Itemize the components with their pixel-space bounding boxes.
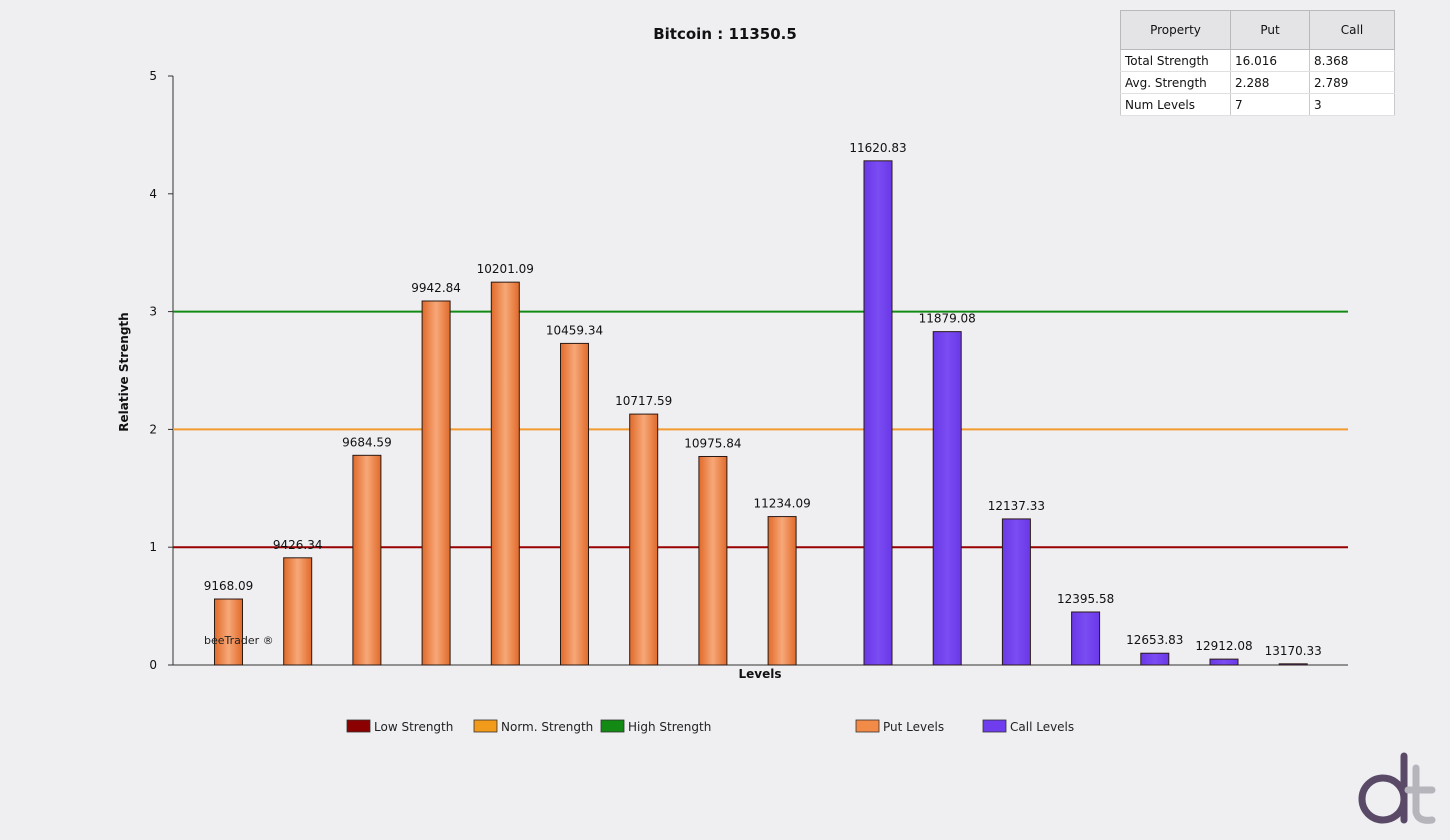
watermark: beeTrader ® — [204, 634, 274, 647]
chart-title: Bitcoin : 11350.5 — [653, 25, 797, 43]
stats-cell: 8.368 — [1309, 49, 1395, 72]
y-tick-label: 2 — [149, 422, 157, 436]
y-tick-label: 1 — [149, 540, 157, 554]
call-bar-label: 12137.33 — [988, 499, 1045, 513]
stats-cell: 2.789 — [1309, 71, 1395, 94]
call-bar — [1071, 611, 1101, 666]
call-bar-label: 12912.08 — [1195, 639, 1252, 653]
y-tick-label: 5 — [149, 69, 157, 83]
put-bar-label: 10459.34 — [546, 323, 603, 337]
call-bar-label: 11879.08 — [919, 312, 976, 326]
legend-swatch — [855, 719, 880, 733]
call-bar — [1209, 658, 1239, 666]
stats-cell: Num Levels — [1120, 93, 1231, 116]
stats-table: Property Put Call Total Strength 16.016 … — [1120, 10, 1395, 116]
y-axis-title: Relative Strength — [117, 312, 131, 431]
call-bar — [1140, 652, 1170, 666]
legend-swatch — [346, 719, 371, 733]
stats-cell: Total Strength — [1120, 49, 1231, 72]
legend: Low Strength Norm. Strength High Strength P… — [346, 719, 1074, 734]
legend-label: Low Strength — [374, 720, 453, 734]
y-tick-label: 4 — [149, 187, 157, 201]
call-bar — [863, 160, 893, 666]
legend-label: High Strength — [628, 720, 711, 734]
put-bar-label: 9426.34 — [273, 538, 323, 552]
call-bar-label: 12653.83 — [1126, 633, 1183, 647]
legend-label: Call Levels — [1010, 720, 1074, 734]
put-bar — [560, 342, 589, 666]
call-bar — [1001, 518, 1031, 666]
legend-swatch — [473, 719, 498, 733]
put-bar — [767, 516, 797, 666]
dt-logo — [1358, 752, 1436, 824]
call-bar — [932, 331, 962, 666]
put-bar-label: 10201.09 — [477, 262, 534, 276]
stats-cell: 2.288 — [1230, 71, 1310, 94]
put-bar — [352, 454, 382, 666]
stats-header-row: Property Put Call — [1120, 10, 1395, 50]
stats-cell: 16.016 — [1230, 49, 1310, 72]
put-bar-label: 9168.09 — [204, 579, 254, 593]
stats-header-call: Call — [1309, 10, 1395, 50]
put-bar — [490, 281, 520, 666]
put-bar — [629, 413, 659, 666]
put-bar-label: 11234.09 — [753, 497, 810, 511]
stats-header-put: Put — [1230, 10, 1310, 50]
legend-swatch — [600, 719, 625, 733]
call-bar-label: 12395.58 — [1057, 592, 1114, 606]
legend-label: Put Levels — [883, 720, 944, 734]
y-tick-label: 3 — [149, 305, 157, 319]
stats-row-avg: Avg. Strength 2.288 2.789 — [1120, 71, 1395, 94]
put-bar-label: 10975.84 — [684, 436, 741, 450]
stats-cell: Avg. Strength — [1120, 71, 1231, 94]
stats-row-total: Total Strength 16.016 8.368 — [1120, 49, 1395, 72]
put-bar-label: 10717.59 — [615, 394, 672, 408]
x-axis-title: Levels — [738, 667, 781, 681]
stats-row-num: Num Levels 7 3 — [1120, 93, 1395, 116]
stats-cell: 3 — [1309, 93, 1395, 116]
stats-header-property: Property — [1120, 10, 1231, 50]
call-bar-label: 11620.83 — [849, 141, 906, 155]
put-bar — [421, 300, 451, 666]
put-bar — [698, 455, 728, 666]
call-bar — [1278, 663, 1308, 666]
put-bar-label: 9942.84 — [411, 281, 461, 295]
legend-swatch — [982, 719, 1007, 733]
put-bar — [283, 557, 313, 666]
legend-label: Norm. Strength — [501, 720, 593, 734]
axes — [172, 76, 1348, 666]
y-tick-label: 0 — [149, 658, 157, 672]
stats-cell: 7 — [1230, 93, 1310, 116]
put-bar-label: 9684.59 — [342, 435, 392, 449]
call-bar-label: 13170.33 — [1265, 644, 1322, 658]
put-bar — [214, 598, 243, 666]
